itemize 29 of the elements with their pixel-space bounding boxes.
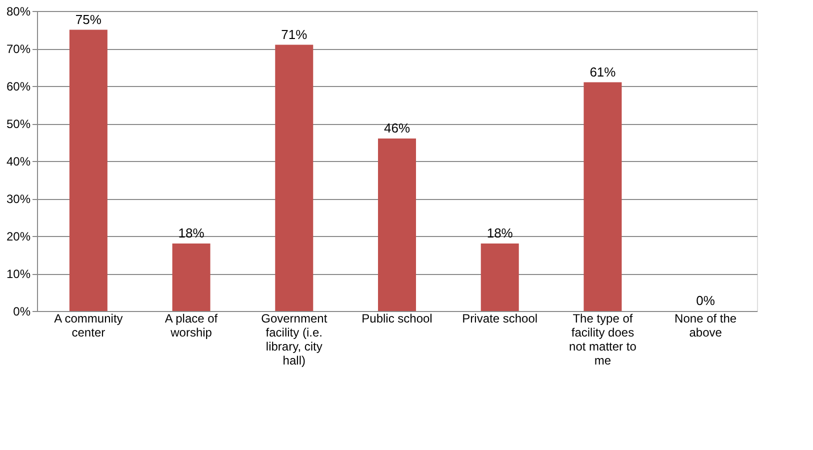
x-tick-label: The type of facility does not matter to me — [569, 312, 637, 368]
x-tick-label: Private school — [462, 312, 538, 326]
bar — [275, 44, 314, 311]
x-tick-label: A place of worship — [164, 312, 218, 340]
x-tick-label: Government facility (i.e. library, city hall) — [261, 312, 328, 368]
data-label: 71% — [281, 26, 308, 42]
y-tick-label: 10% — [6, 267, 31, 281]
data-label: 46% — [384, 120, 410, 136]
data-label: 75% — [75, 12, 102, 27]
y-tick-label: 0% — [13, 304, 31, 318]
x-tick-label: None of the above — [674, 312, 737, 340]
bar — [584, 82, 622, 311]
data-label: 61% — [590, 64, 616, 80]
y-tick-label: 30% — [6, 192, 31, 206]
data-label: 18% — [486, 226, 514, 240]
data-label: 18% — [178, 226, 205, 240]
y-tick-label: 60% — [6, 80, 31, 94]
x-tick-label: Public school — [362, 312, 432, 326]
bar — [172, 244, 210, 311]
y-tick-label: 70% — [6, 42, 31, 56]
y-tick-label: 20% — [6, 230, 31, 244]
y-tick-label: 80% — [6, 4, 31, 18]
bar — [378, 138, 416, 311]
bar — [69, 30, 108, 311]
data-label: 0% — [696, 293, 716, 308]
x-tick-label: A community center — [54, 312, 123, 340]
y-tick-label: 50% — [6, 117, 31, 131]
y-tick-label: 40% — [6, 154, 31, 168]
bar — [480, 244, 519, 311]
